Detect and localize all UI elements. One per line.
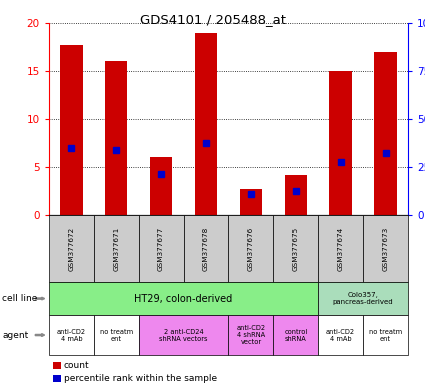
Bar	[105, 61, 127, 215]
Text: GSM377677: GSM377677	[158, 227, 164, 271]
Bar	[374, 52, 397, 215]
Bar	[329, 71, 352, 215]
Text: percentile rank within the sample: percentile rank within the sample	[64, 374, 217, 383]
Bar	[60, 45, 82, 215]
Text: 2 anti-CD24
shRNA vectors: 2 anti-CD24 shRNA vectors	[159, 329, 208, 341]
Text: anti-CD2
4 mAb: anti-CD2 4 mAb	[326, 329, 355, 341]
Text: no treatm
ent: no treatm ent	[369, 329, 402, 341]
Text: anti-CD2
4 mAb: anti-CD2 4 mAb	[57, 329, 86, 341]
Bar	[240, 189, 262, 215]
Text: GSM377676: GSM377676	[248, 227, 254, 271]
Bar	[150, 157, 172, 215]
Text: GSM377672: GSM377672	[68, 227, 74, 271]
Text: no treatm
ent: no treatm ent	[99, 329, 133, 341]
Text: HT29, colon-derived: HT29, colon-derived	[134, 293, 232, 304]
Bar	[195, 33, 217, 215]
Text: GSM377671: GSM377671	[113, 227, 119, 271]
Text: anti-CD2
4 shRNA
vector: anti-CD2 4 shRNA vector	[236, 325, 266, 345]
Text: cell line: cell line	[2, 294, 37, 303]
Bar	[285, 175, 307, 215]
Text: count: count	[64, 361, 89, 371]
Text: control
shRNA: control shRNA	[284, 329, 307, 341]
Text: GSM377673: GSM377673	[382, 227, 388, 271]
Text: agent: agent	[2, 331, 28, 339]
Text: GSM377674: GSM377674	[338, 227, 344, 271]
Text: GDS4101 / 205488_at: GDS4101 / 205488_at	[139, 13, 286, 26]
Text: Colo357,
pancreas-derived: Colo357, pancreas-derived	[333, 292, 394, 305]
Text: GSM377678: GSM377678	[203, 227, 209, 271]
Text: GSM377675: GSM377675	[293, 227, 299, 271]
